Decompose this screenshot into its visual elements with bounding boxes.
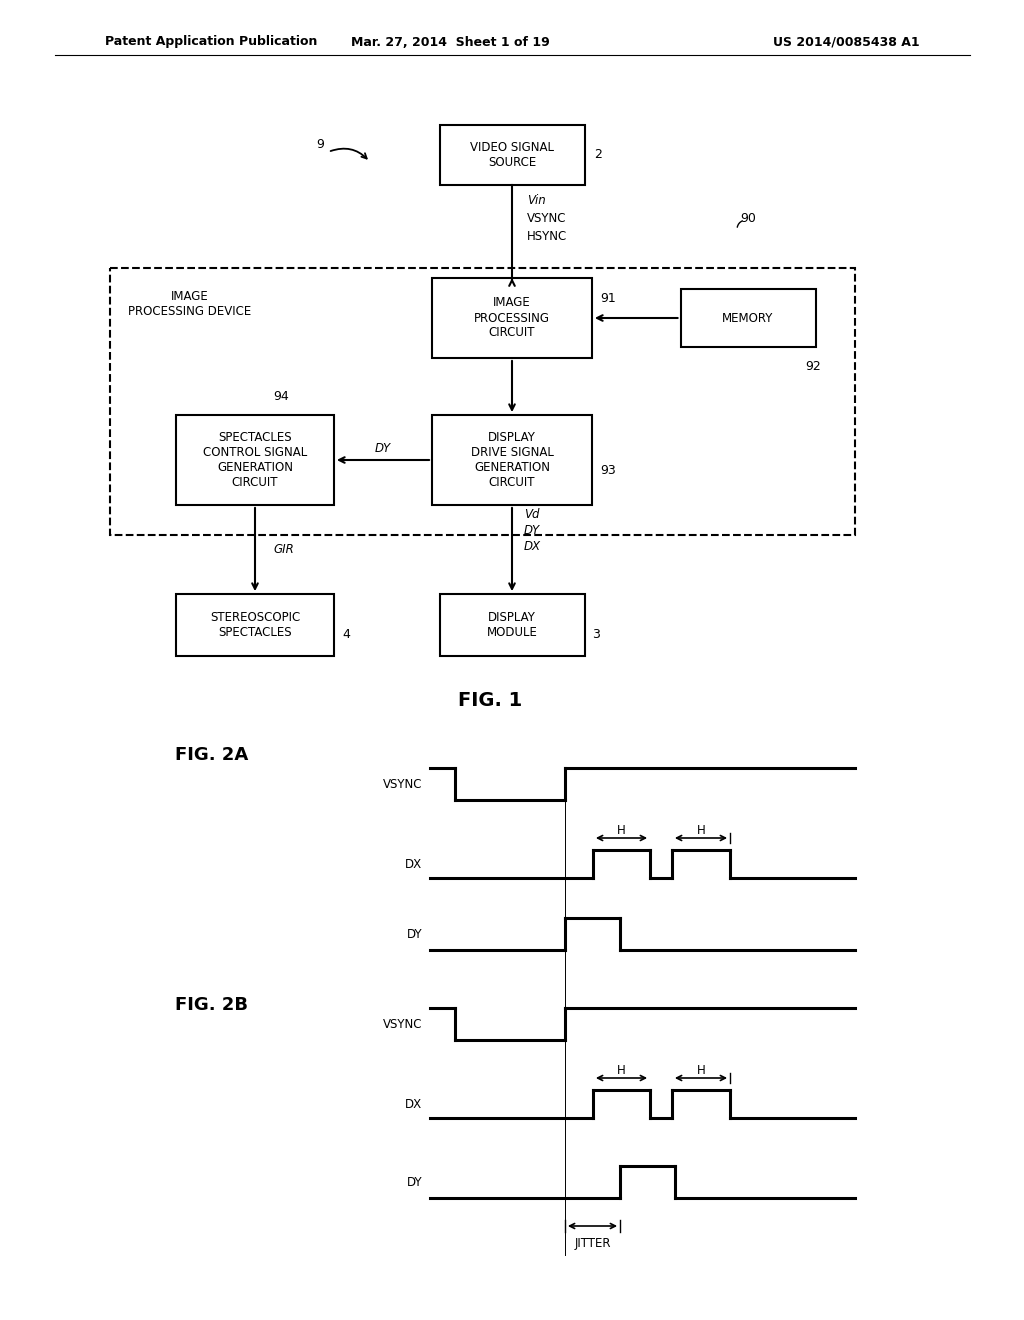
Text: HSYNC: HSYNC <box>527 230 567 243</box>
Text: Vin: Vin <box>527 194 546 206</box>
Bar <box>110 268 855 535</box>
Text: MEMORY: MEMORY <box>722 312 774 325</box>
Text: DY: DY <box>407 928 422 940</box>
Text: DX: DX <box>404 1097 422 1110</box>
Text: H: H <box>696 1064 706 1077</box>
Text: 2: 2 <box>595 149 602 161</box>
Text: 94: 94 <box>273 391 289 404</box>
Text: H: H <box>617 824 626 837</box>
Text: IMAGE
PROCESSING
CIRCUIT: IMAGE PROCESSING CIRCUIT <box>474 297 550 339</box>
Text: VSYNC: VSYNC <box>383 1018 422 1031</box>
Text: 91: 91 <box>600 292 615 305</box>
Bar <box>432 279 592 358</box>
Text: FIG. 1: FIG. 1 <box>458 690 522 710</box>
Bar <box>439 125 585 185</box>
Text: JITTER: JITTER <box>574 1238 610 1250</box>
Text: 9: 9 <box>316 139 324 152</box>
Text: STEREOSCOPIC
SPECTACLES: STEREOSCOPIC SPECTACLES <box>210 611 300 639</box>
Bar <box>439 594 585 656</box>
Text: H: H <box>617 1064 626 1077</box>
Text: VSYNC: VSYNC <box>383 777 422 791</box>
Text: DX: DX <box>524 540 541 553</box>
Text: VSYNC: VSYNC <box>527 211 566 224</box>
Text: DY: DY <box>524 524 540 537</box>
Text: 3: 3 <box>593 628 600 642</box>
Bar <box>176 414 334 506</box>
Text: DX: DX <box>404 858 422 870</box>
Bar <box>176 594 334 656</box>
Text: 92: 92 <box>806 360 821 374</box>
Text: 90: 90 <box>740 211 756 224</box>
Text: VIDEO SIGNAL
SOURCE: VIDEO SIGNAL SOURCE <box>470 141 554 169</box>
Text: US 2014/0085438 A1: US 2014/0085438 A1 <box>773 36 920 49</box>
Text: Mar. 27, 2014  Sheet 1 of 19: Mar. 27, 2014 Sheet 1 of 19 <box>350 36 549 49</box>
Text: SPECTACLES
CONTROL SIGNAL
GENERATION
CIRCUIT: SPECTACLES CONTROL SIGNAL GENERATION CIR… <box>203 432 307 488</box>
Text: FIG. 2B: FIG. 2B <box>175 997 248 1014</box>
Text: 4: 4 <box>342 628 350 642</box>
Bar <box>681 289 815 347</box>
Text: IMAGE
PROCESSING DEVICE: IMAGE PROCESSING DEVICE <box>128 290 252 318</box>
Text: H: H <box>696 824 706 837</box>
Text: 93: 93 <box>600 463 615 477</box>
Text: DISPLAY
MODULE: DISPLAY MODULE <box>486 611 538 639</box>
Text: Vd: Vd <box>524 508 540 521</box>
Text: DY: DY <box>407 1176 422 1188</box>
Text: Patent Application Publication: Patent Application Publication <box>105 36 317 49</box>
Text: DY: DY <box>375 441 391 454</box>
Bar <box>432 414 592 506</box>
Text: GIR: GIR <box>273 543 294 556</box>
Text: DISPLAY
DRIVE SIGNAL
GENERATION
CIRCUIT: DISPLAY DRIVE SIGNAL GENERATION CIRCUIT <box>471 432 553 488</box>
Text: FIG. 2A: FIG. 2A <box>175 746 248 764</box>
